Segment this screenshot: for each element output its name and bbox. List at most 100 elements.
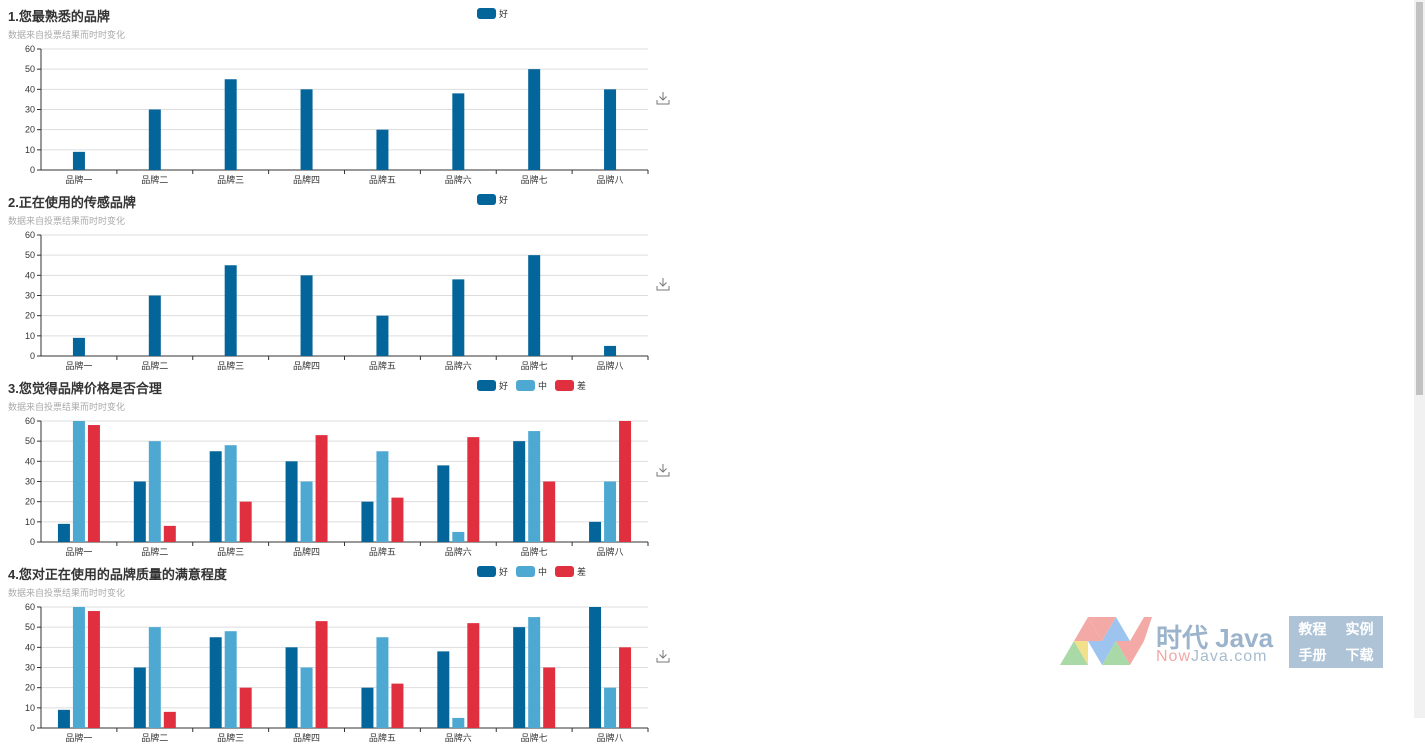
- bar-good[interactable]: [604, 89, 617, 170]
- bar-good[interactable]: [528, 255, 541, 356]
- bar-good[interactable]: [209, 451, 222, 542]
- link-examples[interactable]: 实例: [1345, 621, 1374, 637]
- x-tick-label: 品牌八: [597, 174, 624, 185]
- bar-bad[interactable]: [315, 435, 328, 542]
- legend-item-good[interactable]: 好: [477, 193, 508, 206]
- bar-bad[interactable]: [239, 501, 252, 542]
- bar-mid[interactable]: [224, 445, 237, 542]
- bar-bad[interactable]: [467, 623, 480, 728]
- bar-mid[interactable]: [376, 637, 389, 728]
- y-tick-label: 10: [25, 703, 35, 713]
- bar-good[interactable]: [57, 709, 70, 728]
- link-download[interactable]: 下载: [1345, 647, 1374, 663]
- bar-bad[interactable]: [391, 683, 404, 728]
- download-icon[interactable]: [656, 277, 670, 291]
- bar-bad[interactable]: [467, 437, 480, 542]
- legend-item-mid[interactable]: 中: [516, 565, 547, 578]
- bar-bad[interactable]: [543, 481, 556, 543]
- x-tick-label: 品牌一: [65, 732, 92, 743]
- vertical-scrollbar[interactable]: [1414, 0, 1425, 718]
- legend-item-bad[interactable]: 差: [555, 565, 586, 578]
- bar-good[interactable]: [589, 521, 602, 542]
- bar-good[interactable]: [361, 687, 374, 728]
- x-tick-label: 品牌六: [445, 732, 472, 743]
- chart-legend: 好: [477, 193, 508, 206]
- bar-mid[interactable]: [148, 627, 161, 728]
- x-tick-label: 品牌三: [217, 546, 244, 557]
- download-icon[interactable]: [656, 463, 670, 477]
- bar-good[interactable]: [57, 523, 70, 542]
- bar-good[interactable]: [148, 109, 161, 171]
- bar-bad[interactable]: [619, 421, 632, 542]
- y-tick-label: 20: [25, 125, 35, 135]
- bar-bad[interactable]: [315, 621, 328, 728]
- legend-label: 中: [538, 567, 548, 577]
- bar-mid[interactable]: [604, 687, 617, 728]
- bar-good[interactable]: [452, 279, 465, 356]
- bar-good[interactable]: [224, 79, 237, 170]
- bar-good[interactable]: [437, 465, 450, 542]
- bar-good[interactable]: [72, 151, 85, 170]
- bar-mid[interactable]: [376, 451, 389, 542]
- y-tick-label: 50: [25, 250, 35, 260]
- bar-good[interactable]: [133, 481, 146, 543]
- bar-good[interactable]: [148, 295, 161, 357]
- bar-good[interactable]: [589, 607, 602, 728]
- legend-item-mid[interactable]: 中: [516, 379, 547, 392]
- chart-legend: 好 中差: [477, 565, 586, 578]
- download-icon[interactable]: [656, 91, 670, 105]
- bar-bad[interactable]: [163, 525, 176, 542]
- bar-mid[interactable]: [300, 481, 313, 543]
- chart-legend: 好中差: [477, 379, 586, 392]
- bar-good[interactable]: [452, 93, 465, 170]
- bar-good[interactable]: [300, 89, 313, 170]
- bar-good[interactable]: [437, 651, 450, 728]
- bar-bad[interactable]: [87, 425, 100, 542]
- link-manual[interactable]: 手册: [1298, 647, 1327, 663]
- bar-mid[interactable]: [300, 667, 313, 729]
- y-tick-label: 50: [25, 64, 35, 74]
- y-tick-label: 30: [25, 663, 35, 673]
- link-tutorial[interactable]: 教程: [1298, 621, 1327, 637]
- bar-good[interactable]: [224, 265, 237, 356]
- bar-mid[interactable]: [528, 431, 541, 542]
- bar-bad[interactable]: [163, 711, 176, 728]
- x-tick-label: 品牌七: [521, 546, 548, 557]
- legend-swatch: [477, 194, 496, 205]
- bar-good[interactable]: [528, 69, 541, 170]
- bar-mid[interactable]: [452, 717, 465, 728]
- legend-item-bad[interactable]: 差: [555, 379, 586, 392]
- bar-good[interactable]: [209, 637, 222, 728]
- download-icon[interactable]: [656, 649, 670, 663]
- bar-mid[interactable]: [224, 631, 237, 728]
- chart-1: 0 10 20 30 40 50 60 品牌一 品牌二 品牌三 品牌四 品牌五 品牌六 品牌七 品牌八 1.您…: [0, 0, 690, 186]
- bar-good[interactable]: [513, 441, 526, 542]
- bar-mid[interactable]: [72, 421, 85, 542]
- bar-mid[interactable]: [148, 441, 161, 542]
- bar-good[interactable]: [285, 461, 298, 542]
- y-tick-label: 60: [25, 602, 35, 612]
- bar-bad[interactable]: [619, 647, 632, 728]
- bar-good[interactable]: [604, 345, 617, 356]
- bar-mid[interactable]: [72, 607, 85, 728]
- scrollbar-thumb[interactable]: [1416, 2, 1423, 395]
- bar-good[interactable]: [513, 627, 526, 728]
- bar-good[interactable]: [72, 337, 85, 356]
- bar-good[interactable]: [300, 275, 313, 356]
- bar-good[interactable]: [376, 315, 389, 356]
- bar-good[interactable]: [285, 647, 298, 728]
- bar-bad[interactable]: [391, 497, 404, 542]
- legend-label: 好: [499, 567, 509, 577]
- legend-item-good[interactable]: 好: [477, 565, 508, 578]
- legend-item-good[interactable]: 好: [477, 7, 508, 20]
- bar-good[interactable]: [361, 501, 374, 542]
- bar-bad[interactable]: [543, 667, 556, 729]
- bar-mid[interactable]: [528, 617, 541, 728]
- bar-mid[interactable]: [452, 531, 465, 542]
- bar-bad[interactable]: [239, 687, 252, 728]
- bar-good[interactable]: [376, 129, 389, 170]
- bar-mid[interactable]: [604, 481, 617, 543]
- bar-good[interactable]: [133, 667, 146, 729]
- bar-bad[interactable]: [87, 611, 100, 728]
- legend-item-good[interactable]: 好: [477, 379, 508, 392]
